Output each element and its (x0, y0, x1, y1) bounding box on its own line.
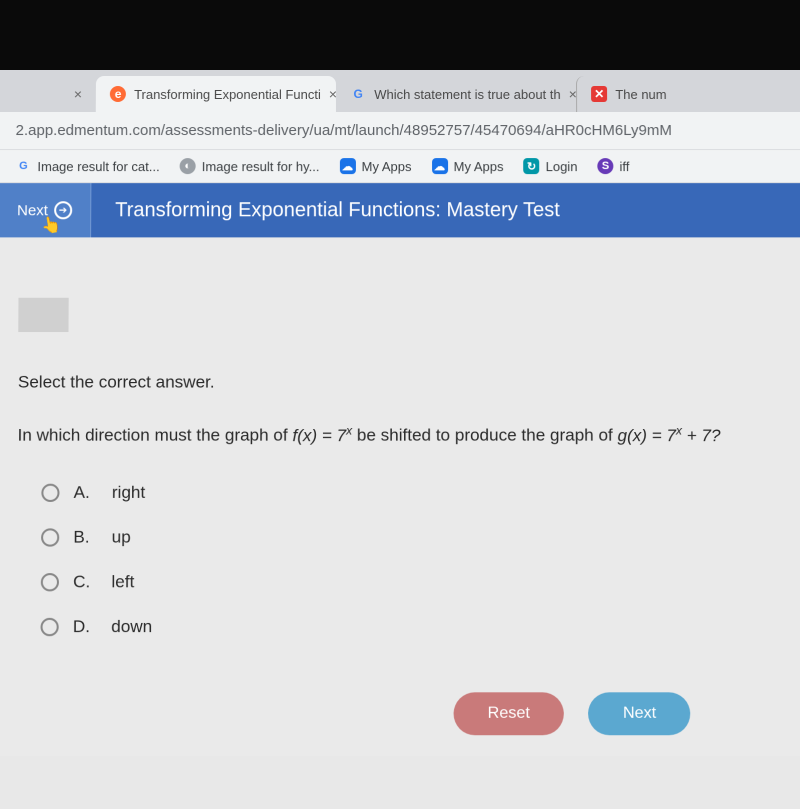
tab-title: The num (615, 86, 666, 101)
instruction-text: Select the correct answer. (18, 372, 800, 392)
tab-prev-close[interactable]: × (60, 76, 96, 112)
bookmark-label: Image result for hy... (202, 159, 320, 174)
bookmark-image-hy[interactable]: ◐ Image result for hy... (180, 158, 320, 174)
option-a[interactable]: A. right (41, 482, 800, 502)
page-title: Transforming Exponential Functions: Mast… (91, 183, 584, 237)
tab-google[interactable]: G Which statement is true about th × (336, 76, 576, 112)
option-text: up (112, 527, 131, 547)
edmentum-icon: e (110, 86, 126, 102)
login-icon: ↻ (524, 158, 540, 174)
cursor-icon: 👆 (39, 214, 62, 237)
bookmarks-bar: G Image result for cat... ◐ Image result… (0, 150, 800, 183)
tab-edmentum[interactable]: e Transforming Exponential Functi × (96, 76, 336, 112)
globe-icon: ◐ (180, 158, 196, 174)
question-content: Select the correct answer. In which dire… (0, 237, 800, 755)
close-icon[interactable]: × (569, 86, 577, 102)
nav-next-button[interactable]: Next ➔ 👆 (0, 183, 91, 237)
close-icon[interactable]: × (74, 86, 82, 102)
bookmark-label: My Apps (454, 159, 504, 174)
option-letter: B. (73, 527, 97, 547)
option-b[interactable]: B. up (41, 527, 800, 547)
radio-icon[interactable] (41, 483, 59, 501)
bookmark-myapps-2[interactable]: ☁ My Apps (432, 158, 504, 174)
url-bar[interactable]: 2.app.edmentum.com/assessments-delivery/… (0, 112, 800, 150)
tab-other[interactable]: ✕ The num (576, 76, 680, 112)
bookmark-myapps-1[interactable]: ☁ My Apps (340, 158, 412, 174)
progress-indicator (18, 298, 68, 332)
option-letter: C. (73, 572, 97, 592)
answer-options: A. right B. up C. left D. down (16, 482, 800, 637)
bookmark-label: Login (546, 159, 578, 174)
app-header: Next ➔ 👆 Transforming Exponential Functi… (0, 183, 800, 237)
reset-button[interactable]: Reset (453, 692, 564, 735)
option-d[interactable]: D. down (40, 616, 800, 636)
bookmark-label: My Apps (362, 159, 412, 174)
option-text: left (111, 572, 134, 592)
browser-tabs-bar: × e Transforming Exponential Functi × G … (0, 70, 800, 112)
bookmark-login[interactable]: ↻ Login (524, 158, 578, 174)
cloud-icon: ☁ (432, 158, 448, 174)
google-icon: G (350, 86, 366, 102)
close-icon[interactable]: × (329, 86, 336, 102)
cloud-icon: ☁ (340, 158, 356, 174)
app-icon: ✕ (591, 86, 607, 102)
option-letter: D. (73, 616, 97, 636)
bookmark-label: iff (620, 159, 630, 174)
radio-icon[interactable] (41, 573, 59, 591)
option-letter: A. (74, 482, 98, 502)
s-icon: S (597, 158, 613, 174)
next-button[interactable]: Next (588, 692, 690, 735)
action-buttons: Reset Next (15, 661, 800, 755)
tab-title: Transforming Exponential Functi (134, 86, 321, 101)
bookmark-label: Image result for cat... (37, 159, 159, 174)
bookmark-iff[interactable]: S iff (597, 158, 629, 174)
google-icon: G (15, 158, 31, 174)
question-text: In which direction must the graph of f(x… (18, 423, 800, 446)
radio-icon[interactable] (41, 528, 59, 546)
bookmark-image-cat[interactable]: G Image result for cat... (15, 158, 159, 174)
option-c[interactable]: C. left (41, 572, 800, 592)
option-text: down (111, 616, 152, 636)
option-text: right (112, 482, 145, 502)
radio-icon[interactable] (40, 618, 58, 636)
tab-title: Which statement is true about th (374, 86, 561, 101)
